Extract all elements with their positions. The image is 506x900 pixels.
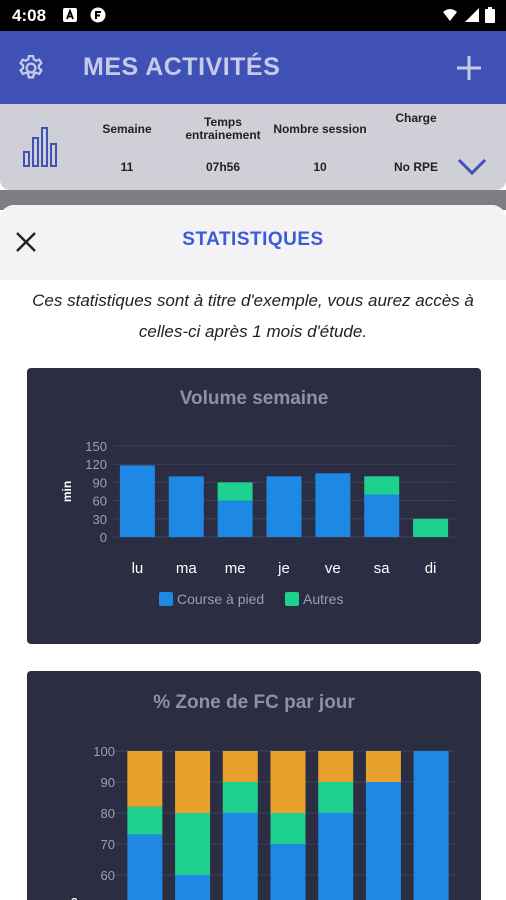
bar-zone-blue (175, 875, 211, 900)
legend-swatch (159, 592, 173, 606)
bar-run (168, 476, 204, 537)
y-tick-label: 150 (85, 439, 107, 454)
x-tick-label: sa (374, 560, 391, 577)
bar-other (413, 518, 449, 537)
bar-run (364, 494, 400, 537)
bar-zone-green (270, 813, 306, 844)
bar-zone-orange (365, 751, 401, 782)
y-tick-label: 100 (93, 744, 115, 759)
summary-load-header: Charge (395, 111, 437, 125)
y-tick-label: 60 (93, 494, 107, 509)
hr-zone-chart: % Zone de FC par jour% 60 70 80 90 100 (66, 692, 455, 900)
y-axis-label: % (66, 897, 80, 900)
x-tick-label: ma (176, 560, 197, 577)
y-tick-label: 60 (101, 868, 115, 883)
chevron-down-icon[interactable] (456, 156, 488, 178)
hr-zone-chart-card: % Zone de FC par jour% 60 70 80 90 100 (27, 671, 481, 900)
sheet-header: STATISTIQUES (0, 205, 506, 280)
bar-zone-orange (127, 751, 163, 807)
legend-label: Autres (303, 591, 343, 607)
bar-zone-green (127, 806, 163, 835)
bar-chart-icon[interactable] (22, 126, 58, 168)
bar-other (364, 476, 400, 495)
x-tick-label: lu (132, 560, 144, 577)
summary-sessions-value: 10 (313, 160, 327, 174)
close-icon[interactable] (14, 230, 38, 254)
page-title: MES ACTIVITÉS (83, 53, 281, 81)
bar-zone-green (318, 782, 354, 813)
x-tick-label: me (225, 560, 246, 577)
summary-time-value: 07h56 (205, 160, 241, 174)
example-note: Ces statistiques sont à titre d'exemple,… (32, 291, 474, 341)
bar-zone-orange (175, 751, 211, 813)
x-tick-label: ve (325, 560, 341, 577)
y-tick-label: 90 (93, 475, 107, 490)
statistics-sheet: STATISTIQUES Ces statistiques sont à tit… (0, 205, 506, 900)
notification-a-icon (63, 8, 77, 22)
bar-zone-blue (365, 782, 401, 900)
bar-zone-orange (270, 751, 306, 813)
signal-icon (465, 8, 479, 22)
settings-gear-icon[interactable] (16, 53, 46, 83)
bar-zone-blue (222, 813, 258, 900)
summary-load-value: No RPE (393, 160, 438, 174)
bar-run (217, 500, 253, 537)
legend-label: Course à pied (177, 591, 264, 607)
bar-zone-blue (127, 834, 163, 900)
legend-swatch (285, 592, 299, 606)
bar-zone-orange (222, 751, 258, 782)
summary-time-header: Temps entrainement (185, 115, 261, 142)
x-tick-label: je (277, 560, 290, 577)
summary-week-value: 11 (120, 160, 134, 174)
app-bar: MES ACTIVITÉS (0, 31, 506, 104)
chart-title: % Zone de FC par jour (153, 692, 355, 713)
weekly-summary: Semaine 11 Temps entrainement 07h56 Nomb… (0, 104, 506, 190)
volume-chart: Volume semaine min 0 30 60 90 120 150 lu ma me je ve… (60, 388, 455, 607)
bar-run (266, 476, 302, 537)
volume-chart-card: Volume semaine min 0 30 60 90 120 150 lu ma me je ve… (27, 368, 481, 644)
bar-zone-blue (318, 813, 354, 900)
y-axis-label: min (60, 481, 74, 502)
status-time: 4:08 (12, 6, 47, 25)
x-tick-label: di (425, 560, 437, 577)
bar-zone-green (175, 813, 211, 875)
bar-zone-blue (413, 751, 449, 900)
bar-zone-green (222, 782, 258, 813)
sheet-title: STATISTIQUES (182, 229, 324, 250)
bar-other (217, 482, 253, 501)
status-bar: 4:08 (0, 0, 506, 31)
notification-f-icon (90, 7, 106, 23)
bar-run (119, 465, 155, 537)
add-plus-icon[interactable] (452, 51, 486, 85)
bar-zone-orange (318, 751, 354, 782)
summary-week-header: Semaine (102, 121, 152, 136)
wifi-icon (443, 9, 458, 22)
y-tick-label: 70 (101, 837, 115, 852)
y-tick-label: 90 (101, 775, 115, 790)
y-tick-label: 0 (100, 530, 107, 545)
bar-zone-blue (270, 844, 306, 900)
bar-run (315, 473, 351, 537)
battery-icon (485, 7, 495, 23)
chart-title: Volume semaine (180, 388, 329, 409)
y-tick-label: 120 (85, 457, 107, 472)
summary-sessions-header: Nombre session (273, 121, 367, 136)
y-tick-label: 80 (101, 806, 115, 821)
y-tick-label: 30 (93, 512, 107, 527)
